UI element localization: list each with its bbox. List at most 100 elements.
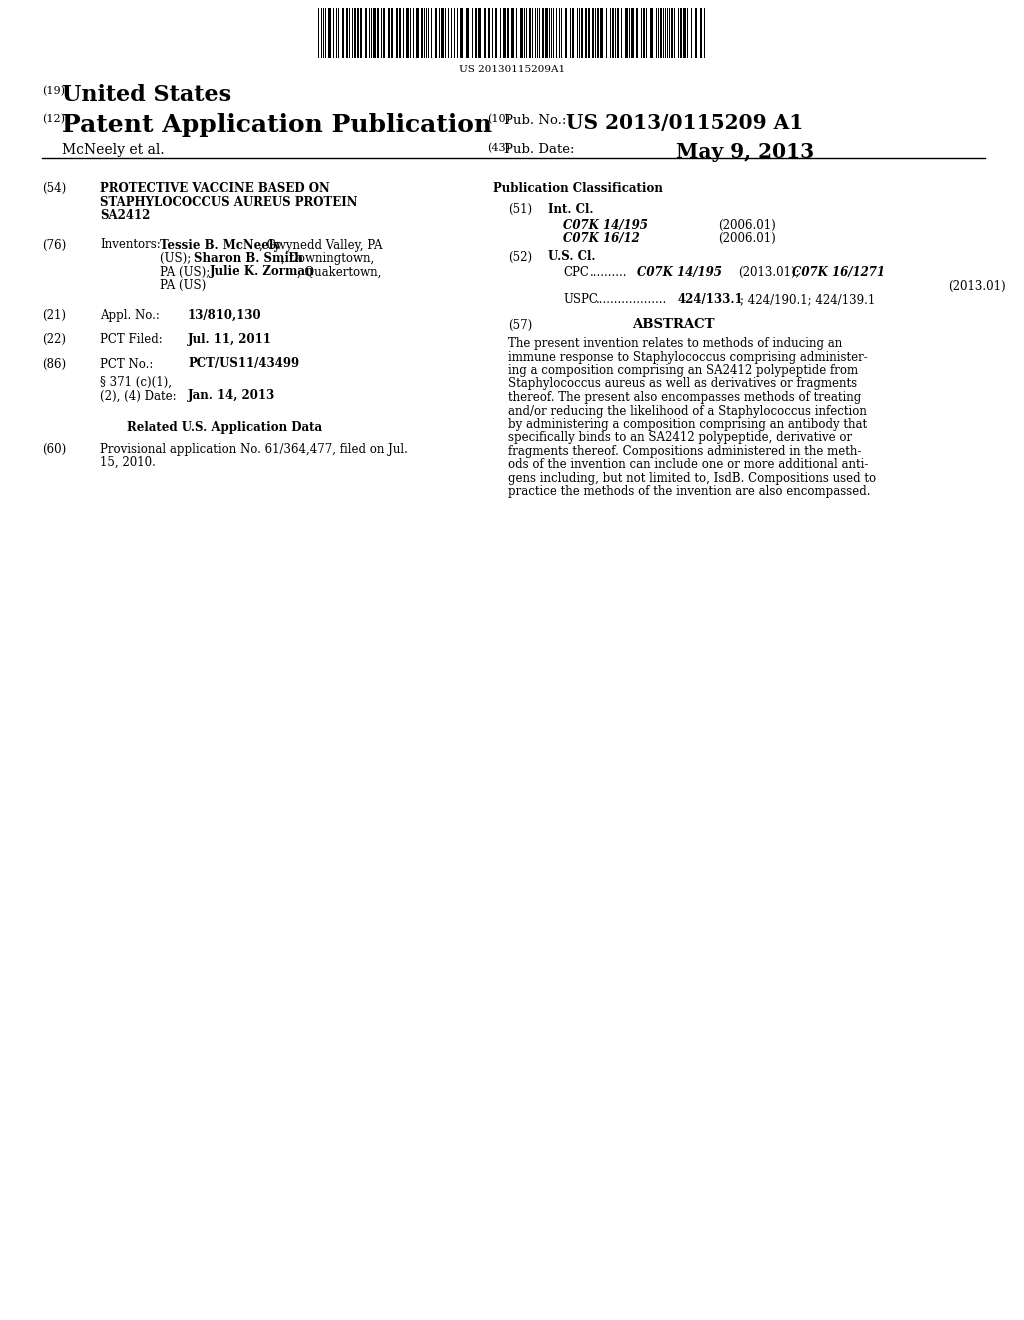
- Text: Appl. No.:: Appl. No.:: [100, 309, 160, 322]
- Text: ..........: ..........: [590, 267, 628, 279]
- Bar: [455, 8, 457, 58]
- Bar: [342, 8, 344, 58]
- Text: SA2412: SA2412: [100, 209, 151, 222]
- Text: (10): (10): [487, 114, 510, 124]
- Bar: [567, 8, 570, 58]
- Bar: [695, 8, 697, 58]
- Bar: [495, 8, 497, 58]
- Text: (2006.01): (2006.01): [718, 219, 776, 231]
- Bar: [511, 8, 514, 58]
- Bar: [618, 8, 621, 58]
- Text: (US);: (US);: [160, 252, 195, 265]
- Bar: [493, 8, 495, 58]
- Bar: [574, 8, 577, 58]
- Text: specifically binds to an SA2412 polypeptide, derivative or: specifically binds to an SA2412 polypept…: [508, 432, 852, 445]
- Text: PCT No.:: PCT No.:: [100, 358, 154, 371]
- Bar: [514, 8, 516, 58]
- Bar: [600, 8, 603, 58]
- Bar: [416, 8, 419, 58]
- Text: PCT Filed:: PCT Filed:: [100, 333, 163, 346]
- Bar: [429, 8, 431, 58]
- Bar: [319, 8, 321, 58]
- Text: The present invention relates to methods of inducing an: The present invention relates to methods…: [508, 337, 843, 350]
- Bar: [452, 8, 454, 58]
- Text: C07K 14/195: C07K 14/195: [563, 219, 648, 231]
- Bar: [638, 8, 641, 58]
- Text: US 2013/0115209 A1: US 2013/0115209 A1: [566, 114, 803, 133]
- Text: , Gwynedd Valley, PA: , Gwynedd Valley, PA: [259, 239, 383, 252]
- Text: PA (US);: PA (US);: [160, 265, 214, 279]
- Text: (76): (76): [42, 239, 67, 252]
- Text: by administering a composition comprising an antibody that: by administering a composition comprisin…: [508, 418, 867, 432]
- Bar: [507, 8, 509, 58]
- Bar: [688, 8, 691, 58]
- Bar: [527, 8, 529, 58]
- Text: CPC: CPC: [563, 267, 589, 279]
- Text: practice the methods of the invention are also encompassed.: practice the methods of the invention ar…: [508, 486, 870, 499]
- Bar: [373, 8, 376, 58]
- Text: McNeely et al.: McNeely et al.: [62, 143, 165, 157]
- Bar: [631, 8, 634, 58]
- Bar: [683, 8, 686, 58]
- Text: thereof. The present also encompasses methods of treating: thereof. The present also encompasses me…: [508, 391, 861, 404]
- Text: Tessie B. McNeely: Tessie B. McNeely: [160, 239, 281, 252]
- Bar: [388, 8, 390, 58]
- Bar: [346, 8, 348, 58]
- Text: PCT/US11/43499: PCT/US11/43499: [188, 358, 299, 371]
- Text: gens including, but not limited to, IsdB. Compositions used to: gens including, but not limited to, IsdB…: [508, 473, 877, 484]
- Text: Pub. Date:: Pub. Date:: [504, 143, 574, 156]
- Text: 13/810,130: 13/810,130: [188, 309, 261, 322]
- Bar: [404, 8, 406, 58]
- Bar: [572, 8, 574, 58]
- Bar: [473, 8, 475, 58]
- Text: USPC: USPC: [563, 293, 598, 306]
- Text: C07K 16/1271: C07K 16/1271: [792, 267, 885, 279]
- Text: May 9, 2013: May 9, 2013: [676, 143, 814, 162]
- Bar: [435, 8, 437, 58]
- Text: Provisional application No. 61/364,477, filed on Jul.: Provisional application No. 61/364,477, …: [100, 442, 408, 455]
- Bar: [557, 8, 559, 58]
- Bar: [660, 8, 662, 58]
- Bar: [414, 8, 416, 58]
- Text: (19): (19): [42, 86, 65, 96]
- Text: (2), (4) Date:: (2), (4) Date:: [100, 389, 176, 403]
- Bar: [449, 8, 451, 58]
- Bar: [411, 8, 413, 58]
- Bar: [469, 8, 472, 58]
- Bar: [406, 8, 409, 58]
- Text: STAPHYLOCOCCUS AUREUS PROTEIN: STAPHYLOCOCCUS AUREUS PROTEIN: [100, 195, 357, 209]
- Bar: [554, 8, 556, 58]
- Text: C07K 14/195: C07K 14/195: [637, 267, 722, 279]
- Bar: [643, 8, 645, 58]
- Text: PROTECTIVE VACCINE BASED ON: PROTECTIVE VACCINE BASED ON: [100, 182, 330, 195]
- Bar: [458, 8, 460, 58]
- Bar: [421, 8, 423, 58]
- Text: (22): (22): [42, 333, 66, 346]
- Bar: [590, 8, 592, 58]
- Bar: [466, 8, 469, 58]
- Bar: [671, 8, 673, 58]
- Bar: [367, 8, 369, 58]
- Text: (12): (12): [42, 114, 65, 124]
- Bar: [565, 8, 567, 58]
- Bar: [592, 8, 594, 58]
- Bar: [432, 8, 435, 58]
- Bar: [692, 8, 695, 58]
- Bar: [460, 8, 463, 58]
- Bar: [650, 8, 653, 58]
- Bar: [675, 8, 678, 58]
- Bar: [581, 8, 583, 58]
- Bar: [597, 8, 599, 58]
- Text: (2013.01);: (2013.01);: [738, 267, 800, 279]
- Bar: [344, 8, 346, 58]
- Bar: [437, 8, 439, 58]
- Text: (51): (51): [508, 203, 532, 216]
- Bar: [401, 8, 403, 58]
- Bar: [653, 8, 656, 58]
- Bar: [486, 8, 488, 58]
- Bar: [328, 8, 331, 58]
- Bar: [636, 8, 638, 58]
- Bar: [603, 8, 606, 58]
- Bar: [647, 8, 650, 58]
- Bar: [391, 8, 393, 58]
